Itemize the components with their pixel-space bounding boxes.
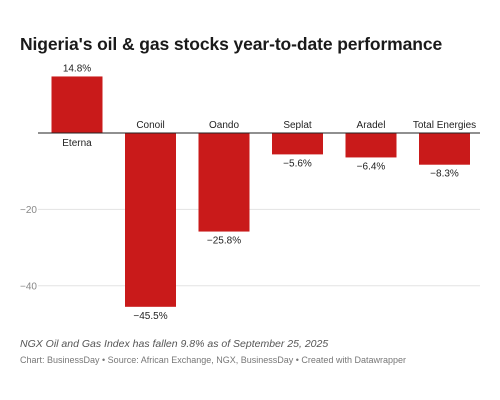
category-label: Aradel bbox=[357, 120, 386, 131]
value-label: −45.5% bbox=[133, 311, 167, 322]
bar-conoil bbox=[125, 133, 176, 307]
bar-total-energies bbox=[419, 133, 470, 165]
bar-oando bbox=[198, 133, 250, 232]
category-label: Eterna bbox=[62, 138, 92, 149]
category-label: Conoil bbox=[136, 120, 164, 131]
value-label: −5.6% bbox=[283, 158, 312, 169]
chart-note: NGX Oil and Gas Index has fallen 9.8% as… bbox=[20, 338, 329, 350]
y-tick-label: −20 bbox=[20, 205, 37, 216]
value-label: −8.3% bbox=[430, 169, 459, 180]
value-label: 14.8% bbox=[63, 63, 91, 74]
category-label: Oando bbox=[209, 120, 239, 131]
category-label: Seplat bbox=[283, 120, 312, 131]
chart-source: Chart: BusinessDay • Source: African Exc… bbox=[20, 355, 406, 365]
bar-seplat bbox=[272, 133, 323, 155]
bar-aradel bbox=[345, 133, 397, 158]
bars bbox=[51, 76, 470, 307]
gridlines: −20 −40 bbox=[20, 205, 480, 292]
chart-title: Nigeria's oil & gas stocks year-to-date … bbox=[20, 34, 443, 54]
value-label: −6.4% bbox=[357, 161, 386, 172]
y-tick-label: −40 bbox=[20, 281, 37, 292]
bar-eterna bbox=[51, 76, 103, 133]
category-label: Total Energies bbox=[413, 120, 476, 131]
labels: 14.8% Eterna −45.5% Conoil −25.8% Oando −5.6% S… bbox=[62, 63, 476, 321]
value-label: −25.8% bbox=[207, 236, 241, 247]
